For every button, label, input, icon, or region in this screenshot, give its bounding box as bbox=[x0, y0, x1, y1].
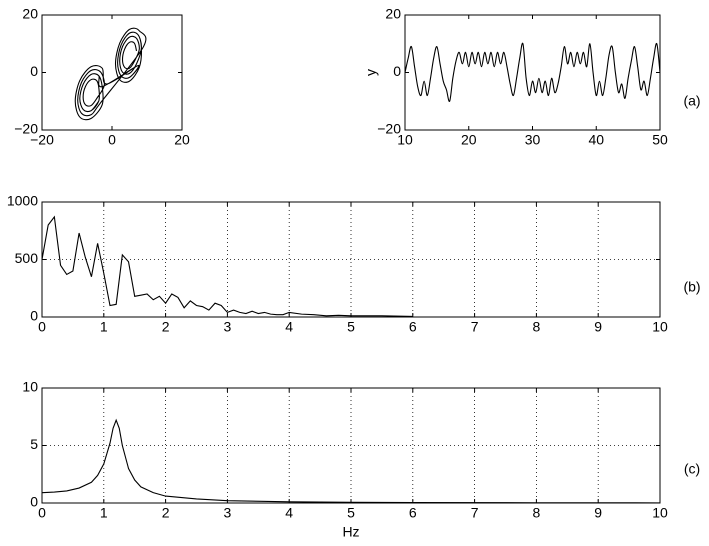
x-tick-label: 20 bbox=[174, 132, 190, 148]
axes-box bbox=[41, 387, 661, 504]
x-tick-label: 1 bbox=[100, 505, 108, 521]
x-tick-label: 4 bbox=[285, 319, 293, 335]
x-tick-label: 50 bbox=[652, 132, 668, 148]
x-tick-label: 9 bbox=[594, 319, 602, 335]
x-tick-label: −20 bbox=[30, 132, 54, 148]
x-tick-label: 3 bbox=[224, 319, 232, 335]
x-tick-label: 7 bbox=[471, 505, 479, 521]
x-tick-label: 20 bbox=[461, 132, 477, 148]
y-tick-label: 10 bbox=[22, 379, 38, 395]
y-tick-label: 500 bbox=[15, 250, 39, 266]
x-axis-label: Hz bbox=[342, 524, 359, 540]
x-tick-label: 5 bbox=[347, 505, 355, 521]
x-tick-label: 40 bbox=[588, 132, 604, 148]
y-tick-label: 20 bbox=[385, 6, 401, 22]
panel-label: (c) bbox=[684, 461, 700, 477]
x-tick-label: 8 bbox=[533, 505, 541, 521]
x-tick-label: 10 bbox=[397, 132, 413, 148]
x-tick-label: 6 bbox=[409, 505, 417, 521]
data-line bbox=[405, 42, 660, 102]
x-tick-label: 10 bbox=[652, 505, 668, 521]
x-tick-label: 30 bbox=[525, 132, 541, 148]
y-tick-label: −20 bbox=[377, 121, 401, 137]
y-axis-label: y bbox=[363, 69, 379, 76]
y-tick-label: 0 bbox=[393, 63, 401, 79]
x-tick-label: 1 bbox=[100, 319, 108, 335]
panel-label: (a) bbox=[683, 93, 700, 109]
y-tick-label: −20 bbox=[14, 121, 38, 137]
y-tick-label: 0 bbox=[30, 63, 38, 79]
x-tick-label: 2 bbox=[162, 505, 170, 521]
y-tick-label: 0 bbox=[30, 494, 38, 510]
x-tick-label: 9 bbox=[594, 505, 602, 521]
x-tick-label: 8 bbox=[533, 319, 541, 335]
x-tick-label: 0 bbox=[38, 319, 46, 335]
data-line bbox=[42, 418, 660, 503]
y-tick-label: 0 bbox=[30, 308, 38, 324]
x-tick-label: 0 bbox=[38, 505, 46, 521]
data-line bbox=[42, 215, 413, 317]
axes-box bbox=[41, 14, 183, 131]
panel-label: (b) bbox=[683, 279, 700, 295]
y-tick-label: 20 bbox=[22, 6, 38, 22]
axes-box bbox=[404, 14, 661, 131]
y-tick-label: 5 bbox=[30, 436, 38, 452]
axes-box bbox=[41, 201, 661, 318]
x-tick-label: 2 bbox=[162, 319, 170, 335]
y-tick-label: 1000 bbox=[7, 193, 38, 209]
x-tick-label: 10 bbox=[652, 319, 668, 335]
x-tick-label: 4 bbox=[285, 505, 293, 521]
x-tick-label: 3 bbox=[224, 505, 232, 521]
x-tick-label: 6 bbox=[409, 319, 417, 335]
x-tick-label: 7 bbox=[471, 319, 479, 335]
x-tick-label: 0 bbox=[108, 132, 116, 148]
data-line bbox=[74, 27, 147, 121]
x-tick-label: 5 bbox=[347, 319, 355, 335]
